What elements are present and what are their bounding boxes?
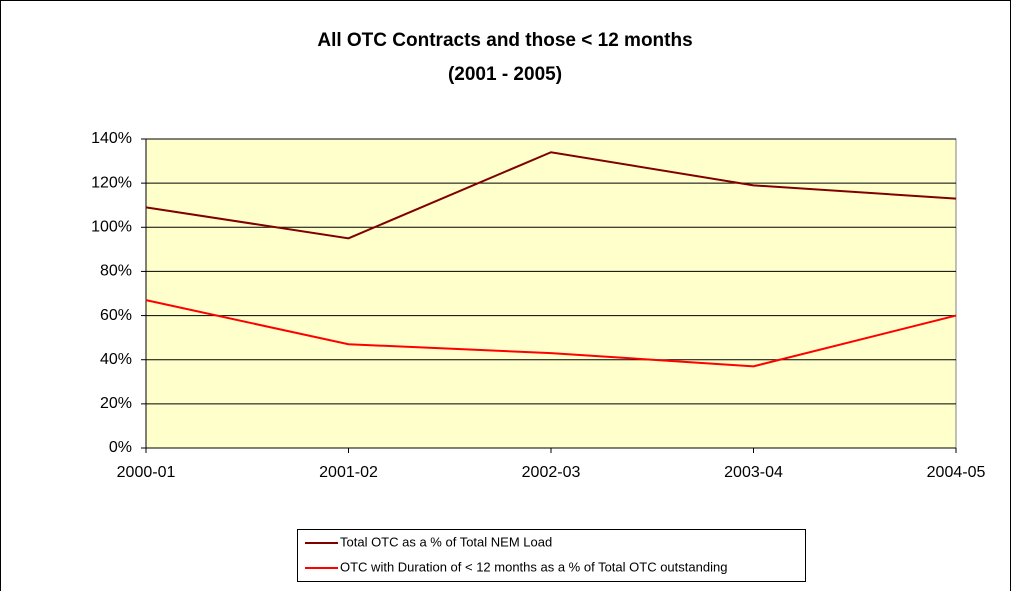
x-tick-label: 2001-02 — [319, 464, 378, 481]
y-tick-label: 60% — [100, 307, 132, 324]
x-tick-label: 2004-05 — [927, 464, 986, 481]
legend-label: Total OTC as a % of Total NEM Load — [340, 534, 552, 549]
plot-area — [145, 138, 957, 449]
x-tick-label: 2003-04 — [724, 464, 783, 481]
y-tick-label: 120% — [91, 174, 132, 191]
y-tick-label: 40% — [100, 351, 132, 368]
y-tick-label: 0% — [109, 439, 132, 456]
y-tick-label: 100% — [91, 219, 132, 236]
chart-title: (2001 - 2005) — [448, 64, 562, 85]
chart-title: All OTC Contracts and those < 12 months — [317, 30, 692, 51]
y-tick-label: 80% — [100, 263, 132, 280]
series-line — [145, 299, 957, 368]
x-tick-label: 2002-03 — [522, 464, 581, 481]
x-tick-label: 2000-01 — [117, 464, 176, 481]
legend — [297, 529, 806, 582]
y-tick-label: 20% — [100, 395, 132, 412]
y-tick-label: 140% — [91, 130, 132, 147]
legend-label: OTC with Duration of < 12 months as a % … — [340, 559, 727, 574]
series-line — [145, 151, 957, 240]
